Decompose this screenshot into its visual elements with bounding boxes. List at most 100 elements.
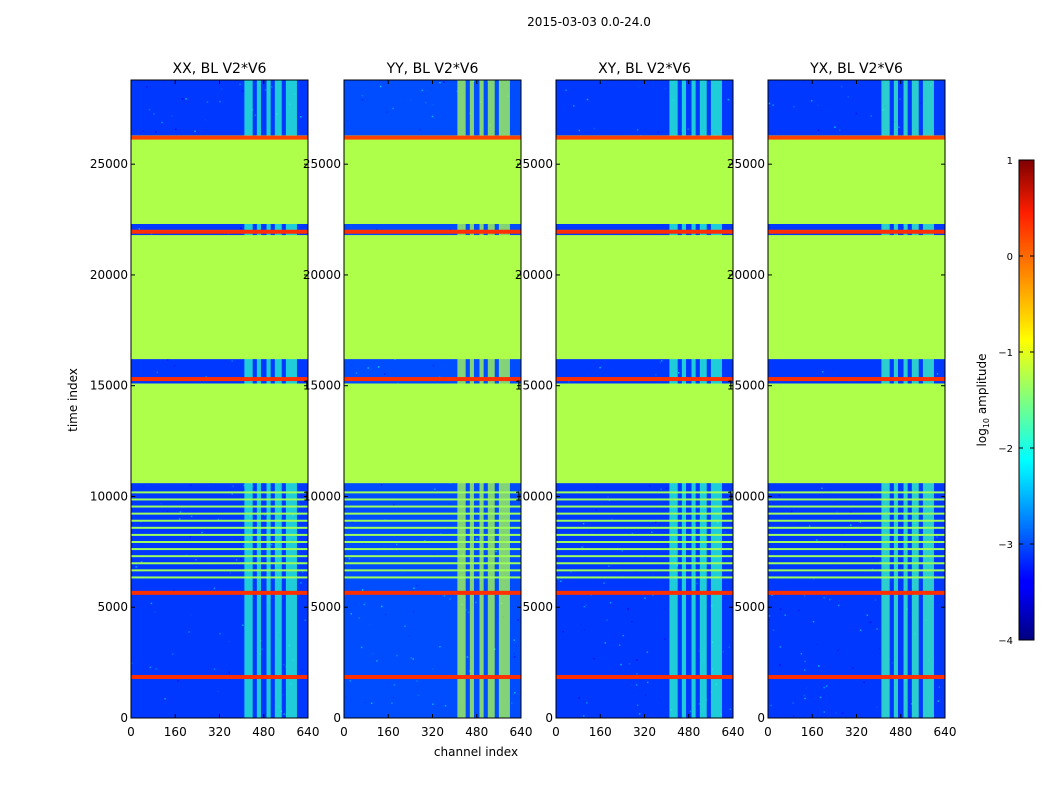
y-tick-label: 10000 bbox=[727, 489, 765, 503]
noise-speckle bbox=[866, 536, 868, 538]
noise-speckle bbox=[821, 370, 824, 373]
noise-speckle bbox=[816, 643, 818, 646]
noise-speckle bbox=[299, 116, 302, 118]
colorbar-label: log10 amplitude bbox=[975, 354, 991, 447]
noise-speckle bbox=[936, 373, 939, 375]
noise-speckle bbox=[231, 493, 233, 495]
noise-speckle bbox=[722, 650, 725, 653]
noise-speckle bbox=[131, 83, 134, 86]
noise-speckle bbox=[872, 556, 874, 559]
noise-speckle bbox=[433, 553, 435, 556]
noise-speckle bbox=[432, 364, 435, 367]
noise-speckle bbox=[190, 515, 193, 518]
sparse-row bbox=[556, 548, 733, 551]
noise-speckle bbox=[361, 99, 364, 101]
sparse-row bbox=[768, 526, 945, 529]
x-tick-label: 160 bbox=[164, 725, 187, 739]
noise-speckle bbox=[638, 713, 641, 715]
y-tick-label: 10000 bbox=[90, 489, 128, 503]
y-tick-label: 0 bbox=[333, 711, 341, 725]
sparse-row bbox=[131, 512, 308, 515]
flagged-time-block bbox=[344, 383, 521, 484]
high-amplitude-row bbox=[344, 135, 521, 140]
noise-speckle bbox=[376, 660, 378, 662]
y-tick-label: 25000 bbox=[515, 157, 553, 171]
y-tick-label: 5000 bbox=[97, 600, 128, 614]
noise-speckle bbox=[391, 702, 393, 704]
sparse-row bbox=[131, 555, 308, 558]
noise-speckle bbox=[800, 652, 803, 655]
noise-speckle bbox=[804, 660, 806, 663]
noise-speckle bbox=[464, 559, 467, 562]
noise-speckle bbox=[644, 597, 646, 600]
noise-speckle bbox=[890, 579, 892, 581]
noise-speckle bbox=[381, 605, 383, 608]
noise-speckle bbox=[661, 360, 663, 362]
noise-speckle bbox=[213, 668, 216, 670]
noise-speckle bbox=[844, 90, 846, 92]
noise-speckle bbox=[513, 639, 516, 641]
noise-speckle bbox=[363, 603, 365, 606]
noise-speckle bbox=[565, 89, 567, 92]
noise-speckle bbox=[666, 544, 669, 547]
noise-speckle bbox=[264, 89, 267, 91]
noise-speckle bbox=[871, 568, 874, 571]
noise-speckle bbox=[465, 608, 467, 611]
sparse-row bbox=[768, 498, 945, 501]
noise-speckle bbox=[410, 657, 413, 659]
noise-speckle bbox=[687, 128, 689, 130]
noise-speckle bbox=[355, 372, 358, 374]
noise-speckle bbox=[587, 374, 589, 376]
noise-speckle bbox=[264, 560, 267, 563]
noise-speckle bbox=[270, 543, 273, 546]
noise-speckle bbox=[876, 628, 878, 630]
noise-speckle bbox=[419, 128, 421, 131]
noise-speckle bbox=[727, 98, 730, 101]
noise-speckle bbox=[146, 86, 148, 88]
sparse-row bbox=[344, 533, 521, 536]
noise-speckle bbox=[466, 656, 469, 658]
noise-speckle bbox=[217, 690, 219, 693]
panel-3: XY, BL V2*V6 0 160 320 480 640 0 5000 10000 15000… bbox=[515, 61, 745, 739]
noise-speckle bbox=[510, 702, 513, 704]
x-tick-label: 320 bbox=[421, 725, 444, 739]
noise-speckle bbox=[639, 614, 641, 617]
noise-speckle bbox=[582, 522, 585, 525]
noise-speckle bbox=[231, 360, 233, 362]
noise-speckle bbox=[631, 620, 633, 623]
sparse-row bbox=[556, 555, 733, 558]
noise-speckle bbox=[142, 485, 145, 487]
sparse-row bbox=[556, 533, 733, 536]
noise-speckle bbox=[239, 83, 241, 86]
noise-speckle bbox=[843, 544, 846, 546]
noise-speckle bbox=[937, 700, 940, 702]
noise-speckle bbox=[908, 495, 911, 498]
noise-speckle bbox=[583, 605, 586, 608]
sparse-row bbox=[131, 519, 308, 522]
noise-speckle bbox=[817, 104, 819, 107]
noise-speckle bbox=[609, 601, 612, 604]
x-tick-label: 480 bbox=[889, 725, 912, 739]
noise-speckle bbox=[173, 364, 176, 367]
sparse-row bbox=[556, 519, 733, 522]
noise-speckle bbox=[263, 514, 266, 516]
noise-speckle bbox=[401, 571, 404, 574]
noise-speckle bbox=[190, 484, 192, 486]
colorbar-tick-label: 1 bbox=[1007, 156, 1013, 167]
noise-speckle bbox=[153, 611, 156, 613]
noise-speckle bbox=[849, 511, 852, 513]
noise-speckle bbox=[348, 557, 351, 560]
noise-speckle bbox=[207, 485, 209, 487]
noise-speckle bbox=[396, 654, 398, 657]
x-tick-label: 160 bbox=[589, 725, 612, 739]
y-tick-label: 5000 bbox=[522, 600, 553, 614]
noise-speckle bbox=[849, 524, 852, 526]
noise-speckle bbox=[899, 510, 901, 513]
high-amplitude-row bbox=[131, 590, 308, 595]
flagged-time-block bbox=[131, 135, 308, 224]
noise-speckle bbox=[228, 671, 231, 674]
sparse-row bbox=[344, 526, 521, 529]
noise-speckle bbox=[628, 663, 631, 665]
noise-speckle bbox=[562, 630, 564, 633]
